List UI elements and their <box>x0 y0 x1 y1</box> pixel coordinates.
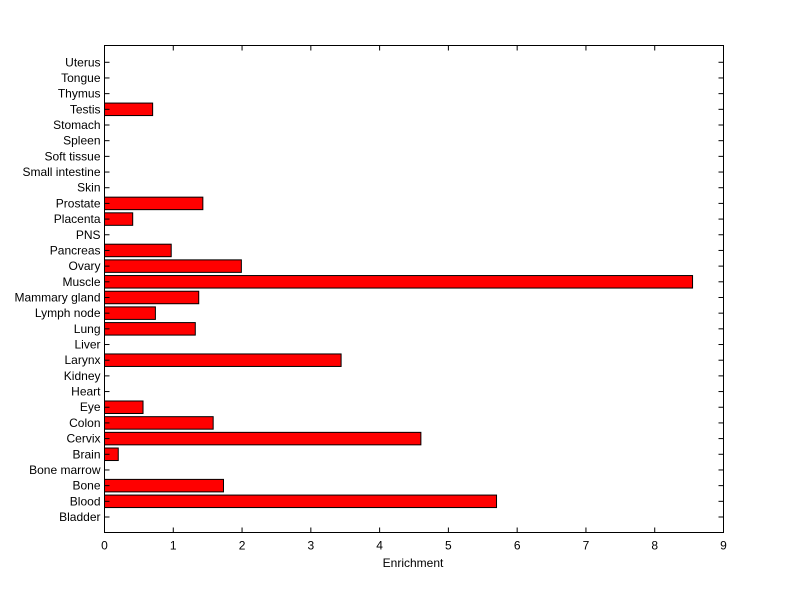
x-tick-label-0: 0 <box>101 539 108 553</box>
y-tick-label-larynx: Larynx <box>64 353 100 367</box>
y-tick-label-eye: Eye <box>80 400 101 414</box>
y-tick-label-blood: Blood <box>70 494 101 508</box>
y-tick-label-bone-marrow: Bone marrow <box>29 463 101 477</box>
y-tick-label-stomach: Stomach <box>53 118 100 132</box>
y-tick-label-uterus: Uterus <box>65 55 100 69</box>
y-tick-label-kidney: Kidney <box>64 369 101 383</box>
y-tick-label-tongue: Tongue <box>61 71 101 85</box>
x-tick-label-7: 7 <box>583 539 590 553</box>
x-axis-label: Enrichment <box>383 556 444 570</box>
bar-bone <box>104 478 224 493</box>
x-tick-label-9: 9 <box>720 539 727 553</box>
y-tick-label-testis: Testis <box>70 102 101 116</box>
y-tick-label-bladder: Bladder <box>59 510 100 524</box>
bar-eye <box>104 400 144 414</box>
bar-lymph-node <box>104 306 156 320</box>
y-tick-label-lung: Lung <box>74 322 101 336</box>
y-tick-label-small-intestine: Small intestine <box>22 165 100 179</box>
bar-muscle <box>104 275 694 289</box>
y-tick-label-spleen: Spleen <box>63 134 100 148</box>
bar-cervix <box>104 431 422 446</box>
x-tick-label-6: 6 <box>514 539 521 553</box>
bar-pancreas <box>104 243 172 258</box>
bar-blood <box>104 494 498 509</box>
bar-testis <box>104 102 154 117</box>
bar-colon <box>104 416 214 430</box>
y-tick-label-lymph-node: Lymph node <box>35 306 101 320</box>
y-tick-label-mammary-gland: Mammary gland <box>14 290 100 304</box>
y-tick-label-cervix: Cervix <box>66 432 100 446</box>
bar-ovary <box>104 259 242 273</box>
bar-mammary-gland <box>104 290 200 305</box>
y-tick-label-soft-tissue: Soft tissue <box>44 149 100 163</box>
y-tick-label-bone: Bone <box>72 479 100 493</box>
y-tick-label-skin: Skin <box>77 181 100 195</box>
y-tick-label-thymus: Thymus <box>58 87 101 101</box>
y-tick-label-prostate: Prostate <box>56 196 101 210</box>
x-tick-label-8: 8 <box>651 539 658 553</box>
y-tick-label-placenta: Placenta <box>54 212 101 226</box>
bar-lung <box>104 322 196 336</box>
y-tick-label-heart: Heart <box>71 385 101 399</box>
plot-frame <box>104 45 724 533</box>
y-tick-label-muscle: Muscle <box>62 275 100 289</box>
y-tick-label-colon: Colon <box>69 416 100 430</box>
bar-prostate <box>104 196 204 211</box>
x-tick-label-1: 1 <box>170 539 177 553</box>
x-tick-label-5: 5 <box>445 539 452 553</box>
x-tick-label-2: 2 <box>239 539 246 553</box>
y-tick-label-brain: Brain <box>72 447 100 461</box>
x-tick-label-3: 3 <box>307 539 314 553</box>
y-tick-label-pns: PNS <box>76 228 101 242</box>
y-tick-label-pancreas: Pancreas <box>50 243 101 257</box>
y-tick-label-liver: Liver <box>74 338 100 352</box>
y-tick-label-ovary: Ovary <box>68 259 100 273</box>
bar-larynx <box>104 353 342 367</box>
x-tick-label-4: 4 <box>376 539 383 553</box>
